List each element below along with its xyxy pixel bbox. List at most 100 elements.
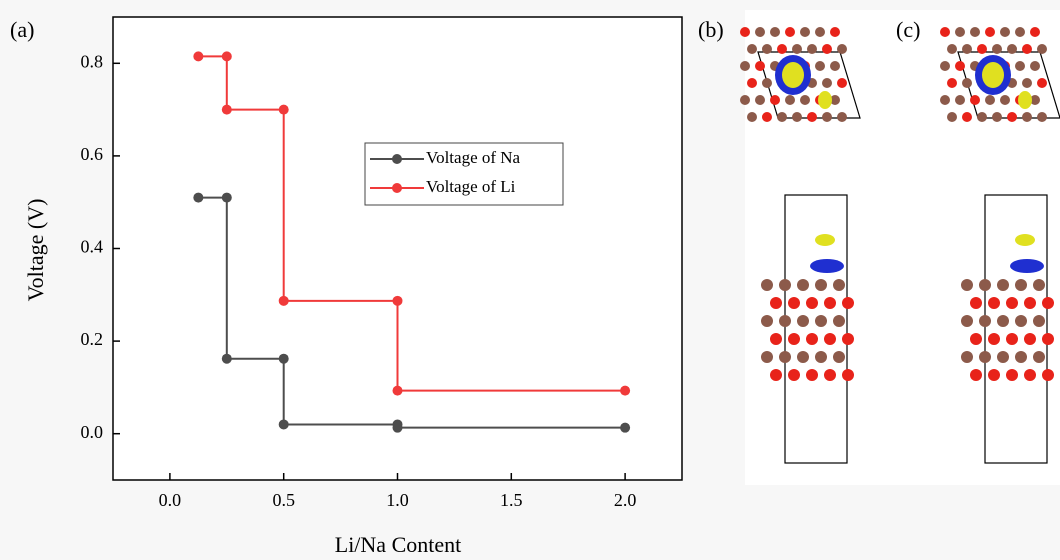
atom bbox=[947, 112, 957, 122]
atom bbox=[761, 315, 773, 327]
atom bbox=[806, 297, 818, 309]
plot-area bbox=[113, 17, 682, 480]
y-tick-label: 0.6 bbox=[81, 144, 104, 164]
atom bbox=[797, 315, 809, 327]
atom bbox=[797, 351, 809, 363]
atom bbox=[1024, 333, 1036, 345]
atom bbox=[970, 333, 982, 345]
marker bbox=[279, 419, 289, 429]
charge-density bbox=[982, 62, 1004, 88]
atom bbox=[1042, 333, 1054, 345]
charge-density bbox=[1015, 234, 1035, 246]
atom bbox=[1022, 78, 1032, 88]
atom bbox=[970, 369, 982, 381]
atom bbox=[833, 351, 845, 363]
atom bbox=[747, 78, 757, 88]
x-tick-label: 0.0 bbox=[159, 490, 182, 510]
atom bbox=[1042, 297, 1054, 309]
charge-density bbox=[1010, 259, 1044, 273]
atom bbox=[1000, 27, 1010, 37]
legend-label: Voltage of Li bbox=[426, 177, 516, 196]
atom bbox=[1006, 297, 1018, 309]
atom bbox=[770, 27, 780, 37]
atom bbox=[940, 61, 950, 71]
atom bbox=[1037, 78, 1047, 88]
charge-density bbox=[810, 259, 844, 273]
atom bbox=[842, 297, 854, 309]
atom bbox=[824, 297, 836, 309]
atom bbox=[842, 369, 854, 381]
atom bbox=[1033, 315, 1045, 327]
marker bbox=[279, 296, 289, 306]
atom bbox=[1030, 61, 1040, 71]
atom bbox=[1033, 279, 1045, 291]
atom bbox=[1024, 369, 1036, 381]
marker bbox=[222, 105, 232, 115]
atom bbox=[955, 27, 965, 37]
atom bbox=[779, 351, 791, 363]
atom bbox=[997, 315, 1009, 327]
atom bbox=[740, 95, 750, 105]
atom bbox=[979, 279, 991, 291]
atom bbox=[833, 315, 845, 327]
atom bbox=[777, 44, 787, 54]
y-tick-label: 0.0 bbox=[81, 422, 104, 442]
atom bbox=[1030, 27, 1040, 37]
atom bbox=[1015, 315, 1027, 327]
atom bbox=[792, 112, 802, 122]
atom bbox=[833, 279, 845, 291]
atom bbox=[970, 27, 980, 37]
atom bbox=[837, 44, 847, 54]
atom bbox=[815, 27, 825, 37]
atom bbox=[1015, 61, 1025, 71]
charge-density bbox=[1018, 91, 1032, 109]
atom bbox=[842, 333, 854, 345]
marker bbox=[620, 423, 630, 433]
atom bbox=[988, 297, 1000, 309]
x-tick-label: 1.5 bbox=[500, 490, 523, 510]
marker bbox=[393, 423, 403, 433]
atom bbox=[962, 112, 972, 122]
atom bbox=[1037, 44, 1047, 54]
atom bbox=[822, 112, 832, 122]
atom bbox=[788, 297, 800, 309]
charge-density bbox=[818, 91, 832, 109]
atom bbox=[770, 333, 782, 345]
marker bbox=[279, 354, 289, 364]
figure: (a) (b) (c) Li/Na Content Voltage (V) 0.… bbox=[0, 0, 1060, 560]
atom bbox=[992, 112, 1002, 122]
legend-label: Voltage of Na bbox=[426, 148, 521, 167]
legend-marker bbox=[392, 183, 402, 193]
atom bbox=[807, 44, 817, 54]
atom bbox=[740, 61, 750, 71]
panel-label: (b) bbox=[698, 17, 724, 42]
atom bbox=[961, 315, 973, 327]
atom bbox=[824, 333, 836, 345]
charge-density bbox=[815, 234, 835, 246]
atom bbox=[837, 112, 847, 122]
atom bbox=[1033, 351, 1045, 363]
x-tick-label: 0.5 bbox=[272, 490, 295, 510]
marker bbox=[193, 51, 203, 61]
atom bbox=[940, 27, 950, 37]
atom bbox=[815, 61, 825, 71]
atom bbox=[1000, 95, 1010, 105]
atom bbox=[1015, 279, 1027, 291]
atom bbox=[1037, 112, 1047, 122]
atom bbox=[797, 279, 809, 291]
marker bbox=[279, 105, 289, 115]
atom bbox=[761, 279, 773, 291]
atom bbox=[740, 27, 750, 37]
atom bbox=[837, 78, 847, 88]
atom bbox=[985, 27, 995, 37]
atom bbox=[1015, 27, 1025, 37]
marker bbox=[222, 354, 232, 364]
atom bbox=[1007, 112, 1017, 122]
charge-density bbox=[782, 62, 804, 88]
marker bbox=[393, 296, 403, 306]
atom bbox=[1022, 44, 1032, 54]
atom bbox=[815, 315, 827, 327]
atom bbox=[785, 95, 795, 105]
atom bbox=[979, 315, 991, 327]
marker bbox=[193, 193, 203, 203]
